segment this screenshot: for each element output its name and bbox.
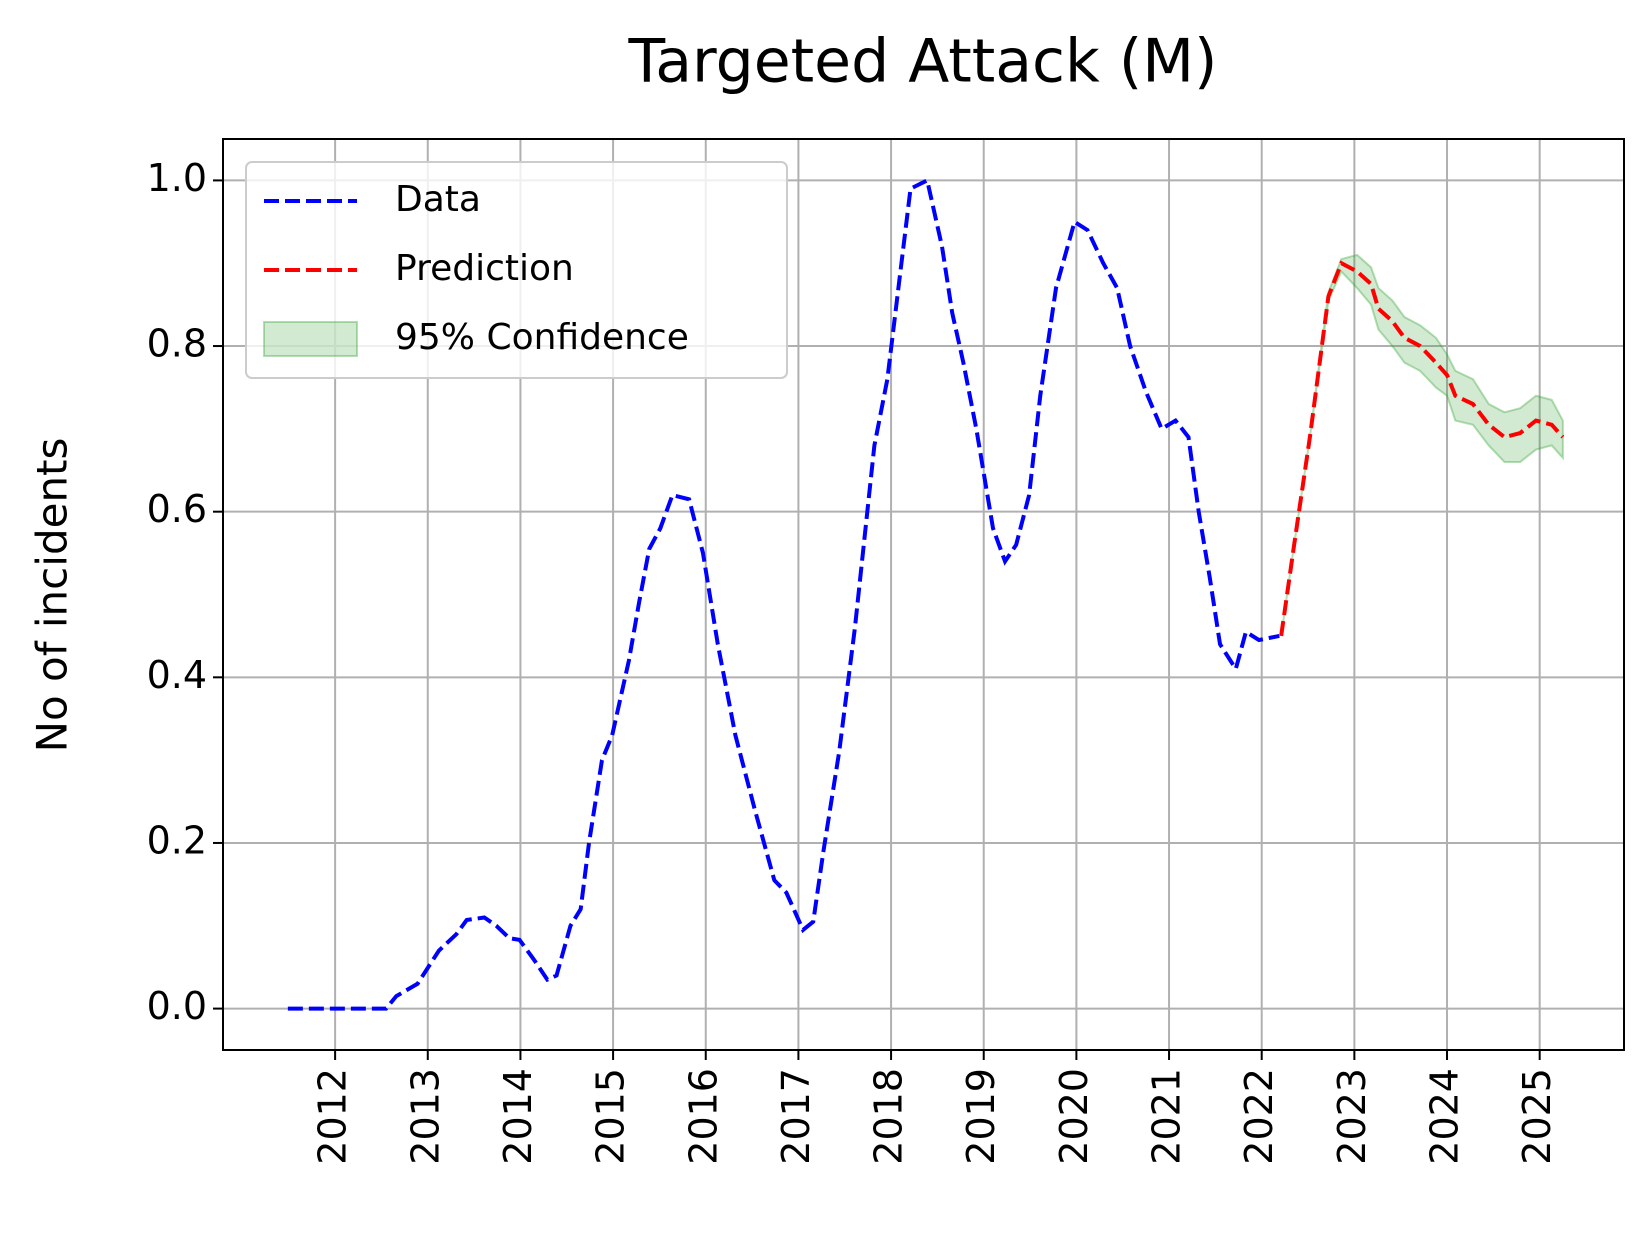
legend-label: 95% Confidence (395, 317, 689, 358)
x-tick-label: 2016 (681, 1068, 725, 1165)
x-tick-label: 2024 (1423, 1068, 1467, 1165)
legend-label: Prediction (395, 248, 574, 289)
x-tick-label: 2014 (496, 1068, 540, 1165)
x-tick-label: 2023 (1330, 1068, 1374, 1165)
x-tick-label: 2013 (403, 1068, 447, 1165)
x-tick-label: 2025 (1515, 1068, 1559, 1165)
x-tick-label: 2015 (589, 1068, 633, 1165)
legend-label: Data (395, 179, 481, 220)
y-tick-label: 0.8 (147, 322, 207, 366)
x-tick-label: 2022 (1237, 1068, 1281, 1165)
y-tick-label: 0.0 (147, 984, 207, 1028)
confidence-band (1280, 253, 1564, 637)
legend-swatch (263, 321, 358, 357)
x-tick-label: 2018 (867, 1068, 911, 1165)
y-axis-label: No of incidents (28, 438, 77, 753)
x-tick-label: 2020 (1052, 1068, 1096, 1165)
x-tick-label: 2019 (959, 1068, 1003, 1165)
chart-title: Targeted Attack (M) (628, 27, 1218, 97)
y-tick-label: 1.0 (147, 156, 207, 200)
x-tick-label: 2012 (311, 1068, 355, 1165)
y-tick-label: 0.6 (147, 487, 207, 531)
y-tick-label: 0.2 (147, 818, 207, 862)
x-tick-label: 2017 (774, 1068, 818, 1165)
legend-box (245, 161, 788, 379)
data-line (287, 177, 1280, 1011)
plot-frame (222, 138, 1625, 1051)
x-tick-label: 2021 (1145, 1068, 1189, 1165)
y-tick-label: 0.4 (147, 653, 207, 697)
data-line (1279, 260, 1565, 637)
